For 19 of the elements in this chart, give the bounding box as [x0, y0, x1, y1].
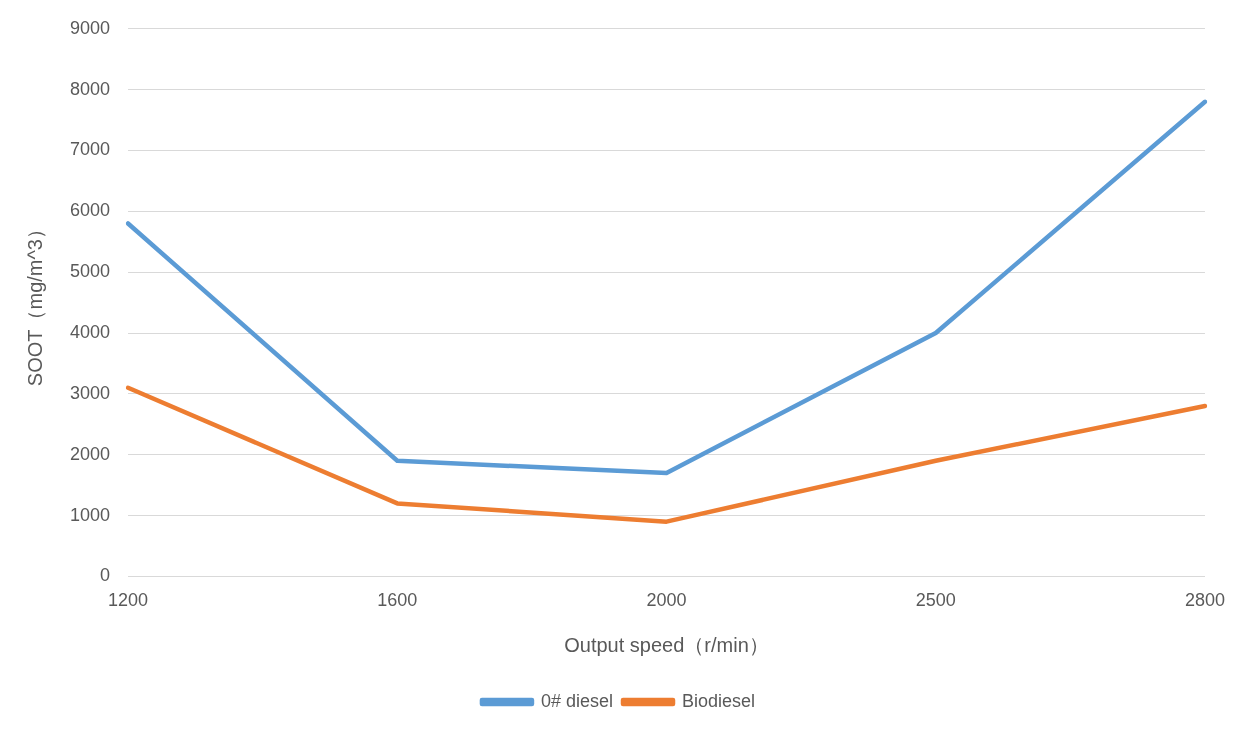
- x-tick-label: 1200: [108, 590, 149, 611]
- legend-label: Biodiesel: [682, 690, 756, 711]
- legend-label: 0# diesel: [540, 690, 614, 711]
- y-tick-label: 6000: [70, 200, 111, 221]
- x-tick-label: 1600: [377, 590, 418, 611]
- y-tick-label: 4000: [70, 321, 111, 342]
- y-axis-title: SOOT（mg/m^3）: [23, 219, 46, 387]
- y-tick-label: 2000: [70, 443, 111, 464]
- y-tick-label: 0: [100, 565, 111, 586]
- y-tick-label: 5000: [70, 261, 111, 282]
- x-axis-title: Output speed（r/min）: [564, 633, 769, 656]
- x-tick-label: 2000: [646, 590, 687, 611]
- x-tick-label: 2500: [915, 590, 956, 611]
- y-tick-label: 7000: [70, 139, 111, 160]
- y-tick-label: 9000: [70, 17, 111, 38]
- y-tick-label: 1000: [70, 504, 111, 525]
- x-tick-label: 2800: [1184, 590, 1225, 611]
- y-tick-label: 8000: [70, 78, 111, 99]
- y-tick-label: 3000: [70, 382, 111, 403]
